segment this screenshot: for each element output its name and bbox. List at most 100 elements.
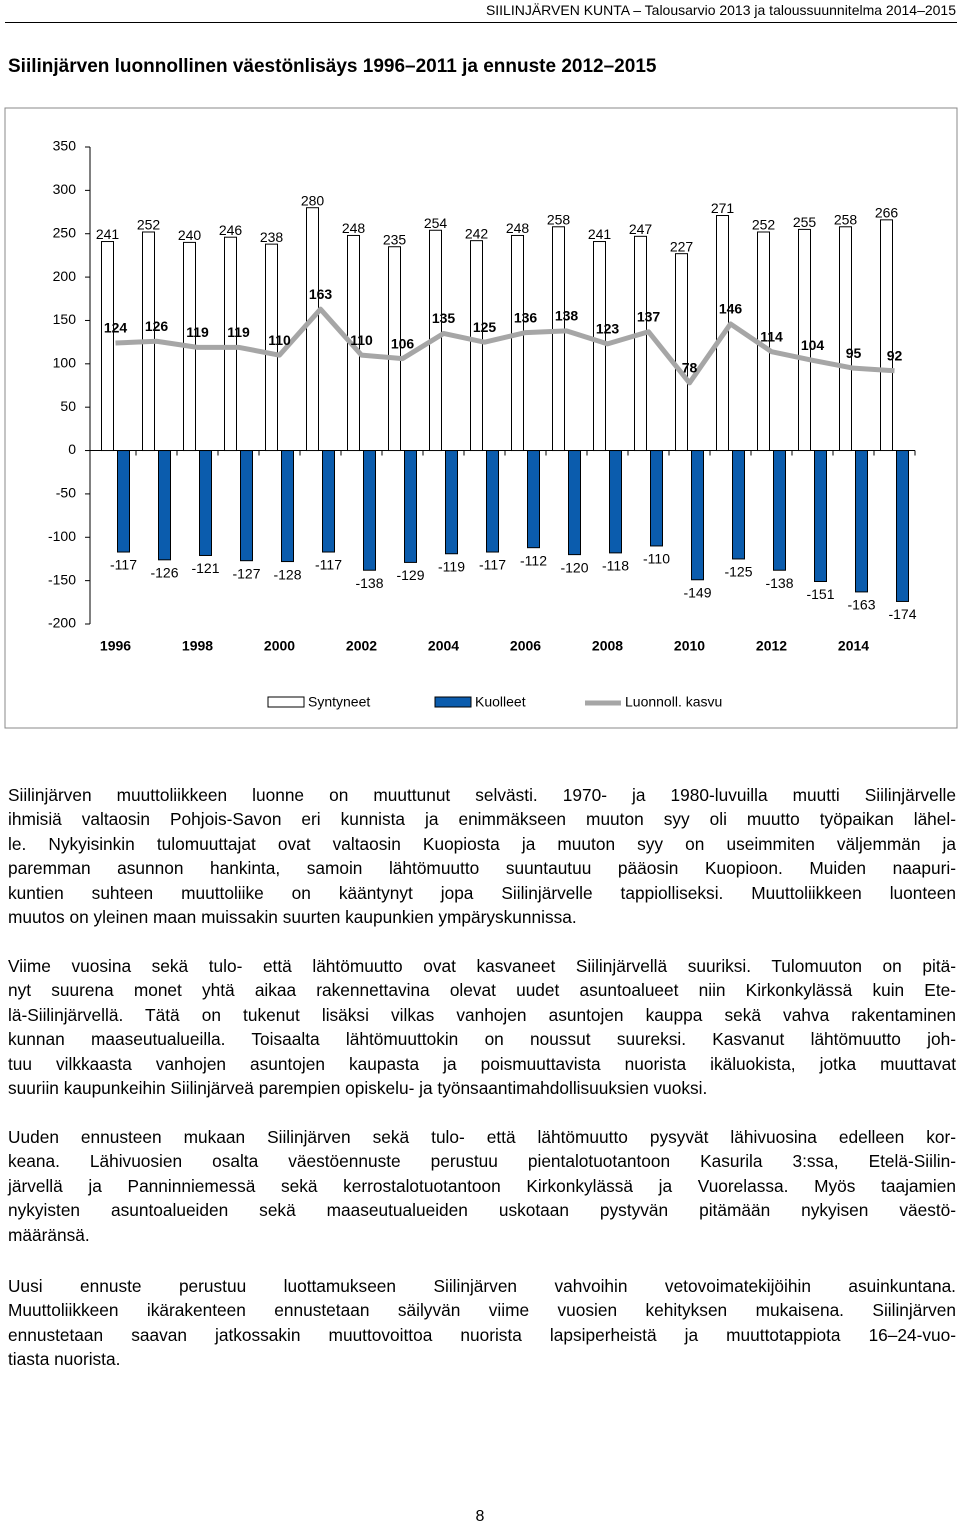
chart: -200 -150 -100 -50 0 50 100 150 200 250 300 350 1996…	[4, 107, 958, 729]
text-line: Uuden ennusteen mukaan Siilinjärven sekä…	[8, 1127, 956, 1147]
data-label: 126	[145, 318, 169, 334]
y-tick-label: 150	[53, 311, 77, 327]
bar	[388, 246, 401, 452]
data-label: 242	[465, 225, 489, 241]
data-label: -129	[396, 567, 424, 583]
bar	[101, 241, 114, 452]
text-line: keana. Lähivuosien osalta väestöennuste …	[8, 1151, 956, 1172]
legend-label: Syntyneet	[308, 694, 370, 710]
paragraph: Viime vuosina sekä tulo- että lähtömuutt…	[8, 954, 956, 1100]
data-label: 258	[834, 211, 858, 227]
bar	[691, 450, 704, 581]
data-label: -119	[438, 558, 465, 574]
data-label: 248	[506, 220, 530, 236]
data-label: 258	[547, 211, 571, 227]
bar	[404, 450, 417, 563]
y-tick-label: 200	[53, 268, 77, 284]
text-line: muutos on yleinen maan muissakin suurten…	[8, 906, 577, 927]
data-label: -117	[479, 557, 506, 573]
text-line: tiasta nuorista.	[8, 1349, 121, 1370]
x-tick-label: 2010	[674, 638, 705, 654]
data-label: 125	[473, 319, 497, 335]
data-label: 92	[887, 347, 903, 363]
data-label: 138	[555, 308, 579, 324]
x-tick-label: 2004	[428, 638, 459, 654]
text-line: Viime vuosina sekä tulo- että lähtömuutt…	[8, 956, 956, 976]
data-label: -138	[765, 575, 793, 591]
data-label: 124	[104, 320, 128, 336]
text-line: kuntien suhteen muuttoliike on kääntynyt…	[8, 882, 956, 903]
data-label: 254	[424, 215, 448, 231]
data-label: -121	[191, 560, 219, 576]
x-tick-label: 1998	[182, 638, 213, 654]
bar	[732, 450, 745, 560]
data-label: 240	[178, 227, 202, 243]
data-label: -118	[602, 558, 629, 574]
bar	[199, 450, 212, 556]
data-label: -112	[520, 552, 547, 568]
bar	[363, 450, 376, 571]
data-label: -163	[847, 597, 875, 613]
data-label: -149	[683, 584, 711, 600]
data-label: 110	[268, 332, 291, 348]
data-label: -117	[315, 557, 342, 573]
data-label: 78	[682, 360, 698, 376]
data-label: 163	[309, 286, 333, 302]
data-label: 241	[588, 226, 612, 242]
text-line: Siilinjärven muuttoliikkeen luonne on mu…	[8, 785, 956, 805]
data-label: 266	[875, 205, 899, 221]
bar	[445, 450, 458, 555]
data-label: 123	[596, 321, 620, 337]
page-number: 8	[475, 1508, 485, 1525]
text-line: järvellä ja Panninniemessä sekä kerrosta…	[8, 1175, 956, 1196]
bar	[240, 450, 253, 562]
text-line: lä-Siilinjärvellä. Tätä on tukenut lisäk…	[8, 1004, 956, 1025]
bar	[609, 450, 622, 554]
bar	[158, 450, 171, 561]
text-line: kunnan maaseutualueilla. Toisaalta lähtö…	[8, 1029, 956, 1050]
header-rule	[5, 22, 957, 23]
bar	[855, 450, 868, 593]
bar	[773, 450, 786, 571]
y-tick-label: 300	[53, 181, 77, 197]
data-label: 137	[637, 308, 661, 324]
data-label: 114	[760, 328, 783, 344]
data-label: -126	[150, 565, 178, 581]
data-label: 136	[514, 309, 538, 325]
bar	[675, 253, 688, 452]
data-label: 146	[719, 301, 743, 317]
bar	[117, 450, 130, 553]
data-label: 95	[846, 345, 862, 361]
bar	[511, 234, 524, 452]
data-label: 252	[137, 217, 161, 233]
data-label: 241	[96, 226, 120, 242]
data-label: 106	[391, 335, 415, 351]
data-label: 119	[186, 324, 209, 340]
y-tick-label: 350	[53, 138, 77, 154]
y-tick-label: -150	[48, 571, 76, 587]
data-label: 104	[801, 337, 825, 353]
x-tick-label: 2008	[592, 638, 623, 654]
data-label: 252	[752, 217, 776, 233]
data-label: -174	[888, 606, 916, 622]
data-label: -120	[560, 559, 588, 575]
bar	[839, 226, 852, 452]
data-label: 135	[432, 310, 456, 326]
x-tick-label: 2012	[756, 638, 787, 654]
text-line: nyt suurena monet yhtä aikaa rakennettav…	[8, 980, 956, 1001]
bar	[814, 450, 827, 583]
x-tick-label: 1996	[100, 638, 131, 654]
data-label: 119	[227, 324, 250, 340]
data-label: 280	[301, 192, 325, 208]
data-label: 255	[793, 214, 817, 230]
data-label: -151	[806, 586, 834, 602]
legend-swatch	[267, 696, 305, 708]
text-line: paremman asunnon hankinta, samoin lähtöm…	[8, 858, 956, 879]
y-tick-label: -50	[56, 485, 76, 501]
legend-label: Kuolleet	[475, 694, 526, 710]
text-line: nykyisten asuntoalueiden sekä maaseutual…	[8, 1200, 956, 1221]
text-line: tuu vilkkaasta vanhojen asuntojen kaupas…	[8, 1053, 956, 1074]
bar	[798, 228, 811, 452]
